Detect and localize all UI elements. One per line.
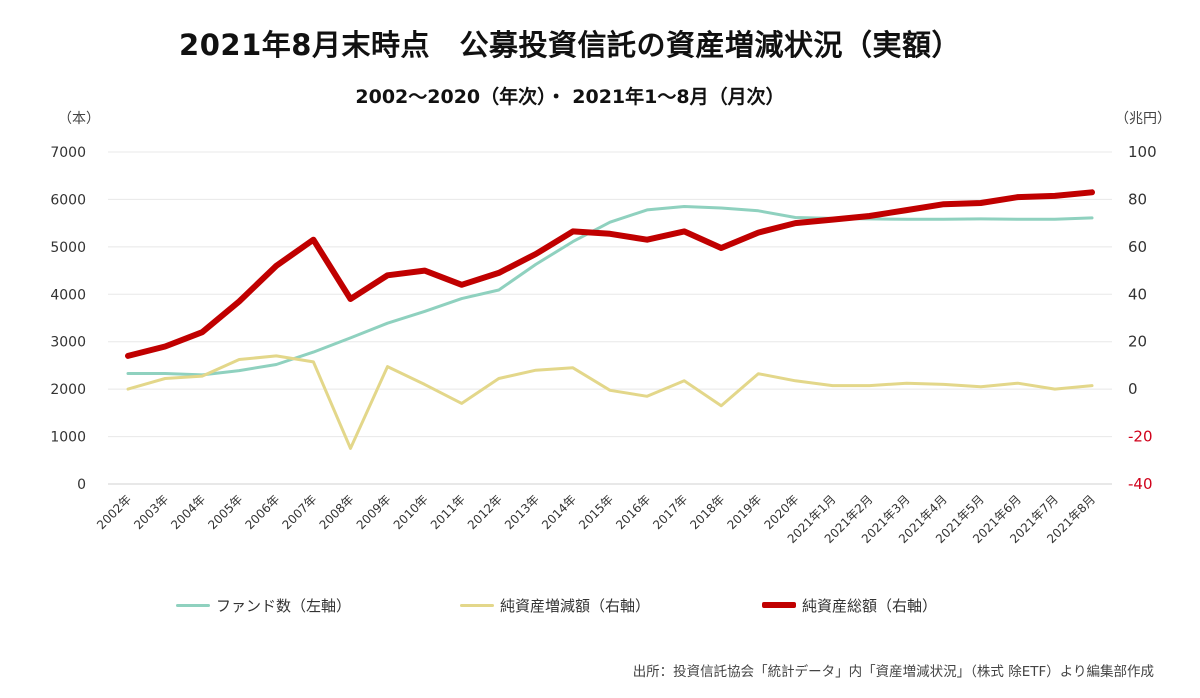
right-tick-label: -20 (1128, 428, 1153, 446)
x-tick-label: 2010年 (391, 492, 431, 532)
x-tick-label: 2008年 (317, 492, 357, 532)
legend-swatch-net-assets (762, 602, 796, 608)
series-lines (125, 189, 1095, 450)
legend-swatch-fund-count (176, 603, 210, 607)
left-tick-label: 4000 (50, 287, 86, 303)
left-tick-label: 7000 (50, 145, 86, 161)
left-tick-label: 1000 (50, 430, 86, 446)
left-axis-ticks: 0 1000 2000 3000 4000 5000 6000 7000 (50, 145, 86, 493)
x-tick-label: 2009年 (354, 492, 394, 532)
x-tick-label: 2005年 (205, 492, 245, 532)
x-tick-label: 2007年 (280, 492, 320, 532)
source-note: 出所：投資信託協会「統計データ」内「資産増減状況」（株式 除ETF）より編集部作… (632, 664, 1154, 680)
x-tick-label: 2002年 (94, 492, 134, 532)
right-tick-label: 60 (1128, 238, 1147, 256)
x-tick-label: 2016年 (613, 492, 653, 532)
x-tick-label: 2006年 (242, 492, 282, 532)
x-tick-label: 2013年 (502, 492, 542, 532)
right-axis-unit: （兆円） (1115, 111, 1171, 127)
x-axis-ticks: 2002年2003年2004年2005年2006年2007年2008年2009年… (94, 492, 1098, 546)
x-tick-label: 2014年 (539, 492, 579, 532)
legend-label-fund-count: ファンド数（左軸） (216, 596, 352, 615)
x-tick-label: 2004年 (168, 492, 208, 532)
chart-subtitle: 2002〜2020（年次）・ 2021年1〜8月（月次） (355, 86, 785, 108)
grid-lines (108, 151, 1112, 485)
x-tick-label: 2003年 (131, 492, 171, 532)
legend-item-net-assets: 純資産総額（右軸） (762, 592, 937, 618)
x-tick-label: 2015年 (576, 492, 616, 532)
right-axis-ticks: -40 -20 0 20 40 60 80 100 (1128, 143, 1157, 493)
left-tick-label: 3000 (50, 335, 86, 351)
x-tick-label: 2011年 (428, 492, 468, 532)
right-tick-label: 100 (1128, 143, 1157, 161)
left-axis-unit: （本） (58, 111, 100, 127)
left-tick-label: 5000 (50, 240, 86, 256)
x-tick-label: 2012年 (465, 492, 505, 532)
left-tick-label: 0 (77, 477, 86, 493)
series-line-0 (126, 205, 1094, 377)
legend-item-net-change: 純資産増減額（右軸） (460, 592, 650, 618)
legend-item-fund-count: ファンド数（左軸） (176, 592, 351, 618)
chart-title: 2021年8月末時点 公募投資信託の資産増減状況（実額） (179, 28, 961, 62)
x-tick-label: 2017年 (650, 492, 690, 532)
legend-label-net-assets: 純資産総額（右軸） (802, 596, 938, 615)
right-tick-label: 40 (1128, 285, 1147, 303)
x-tick-label: 2018年 (687, 492, 727, 532)
legend-label-net-change: 純資産増減額（右軸） (500, 596, 651, 615)
right-tick-label: 20 (1128, 333, 1147, 351)
right-tick-label: 0 (1128, 380, 1138, 398)
x-tick-label: 2019年 (724, 492, 764, 532)
left-tick-label: 2000 (50, 382, 86, 398)
left-tick-label: 6000 (50, 192, 86, 208)
series-line-1 (126, 354, 1094, 450)
legend-swatch-net-change (460, 603, 494, 607)
series-line-2 (125, 189, 1095, 359)
right-tick-label: -40 (1128, 475, 1153, 493)
right-tick-label: 80 (1128, 190, 1147, 208)
